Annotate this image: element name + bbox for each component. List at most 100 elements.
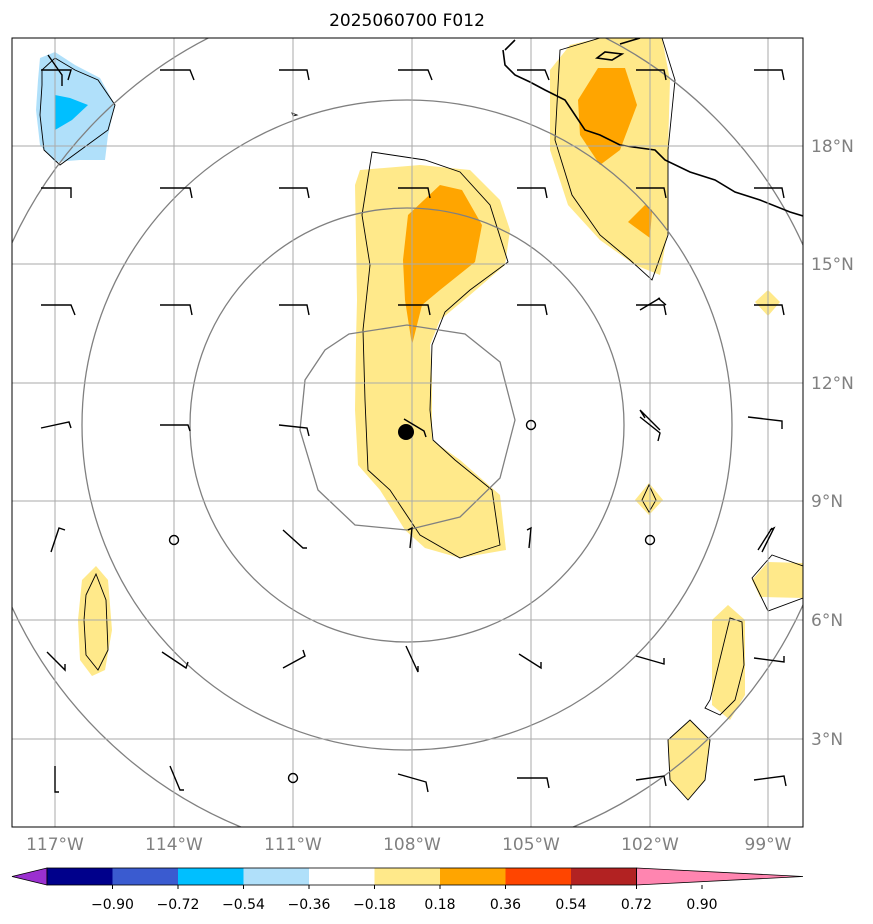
- wind-barb: [754, 187, 785, 199]
- longitude-labels: 117°W 114°W 111°W 108°W 105°W 102°W 99°W: [26, 835, 792, 855]
- colorbar-extend-max: [636, 867, 804, 886]
- contour-lines: [39, 38, 803, 801]
- wind-barb: [517, 187, 548, 199]
- wind-barb: [50, 527, 66, 553]
- colorbar: −0.90 −0.72 −0.54 −0.36 −0.18 0.18 0.36 0.54 0.7…: [11, 867, 804, 913]
- latitude-labels: 18°N 15°N 12°N 9°N 6°N 3°N: [811, 137, 854, 750]
- colorbar-outline: [46, 867, 637, 886]
- contour-fill-northeast-strong-small: [628, 205, 652, 238]
- calm-wind-circle: [525, 419, 537, 431]
- wind-barb: [160, 304, 193, 316]
- wind-barb: [636, 304, 667, 316]
- colorbar-cell: [440, 868, 506, 885]
- wind-barb: [636, 187, 667, 199]
- lon-label: 108°W: [383, 835, 441, 855]
- wind-barb: [41, 187, 72, 198]
- wind-barb: [160, 69, 195, 81]
- wind-barb: [517, 304, 548, 316]
- contour-fill-central-strong: [403, 185, 482, 345]
- colorbar-tick-label: −0.18: [353, 897, 396, 913]
- wind-barb: [41, 304, 76, 316]
- wind-barb: [403, 418, 427, 438]
- colorbar-tick-label: 0.54: [555, 897, 586, 913]
- lat-label: 9°N: [811, 492, 843, 512]
- contour-fill-southeast-light-2: [668, 720, 710, 800]
- lat-label: 3°N: [811, 730, 843, 750]
- lon-label: 111°W: [264, 835, 322, 855]
- colorbar-tick-label: 0.18: [424, 897, 455, 913]
- wind-barb: [282, 649, 306, 669]
- colorbar-tick-label: −0.90: [91, 897, 134, 913]
- wind-barb: [398, 69, 433, 81]
- colorbar-tick-label: 0.36: [490, 897, 521, 913]
- contour-fill-southeast-light-1: [712, 605, 745, 720]
- colorbar-extend-min: [11, 867, 48, 886]
- wind-barb: [639, 409, 661, 431]
- colorbar-cell: [309, 868, 375, 885]
- colorbar-cell: [374, 868, 441, 885]
- wind-barb: [517, 69, 550, 81]
- wind-barb: [160, 187, 193, 199]
- wind-barb: [279, 69, 310, 81]
- wind-barb: [754, 69, 785, 81]
- contour-fill-small-2: [635, 483, 663, 515]
- storm-center-marker: [398, 424, 414, 440]
- wind-barb: [407, 526, 413, 549]
- colorbar-cell: [243, 868, 310, 885]
- wind-barb: [636, 69, 667, 81]
- calm-wind-circle: [287, 772, 299, 784]
- wind-barb: [635, 655, 665, 665]
- wind-barb: [40, 421, 72, 429]
- contour-fill-east-light: [752, 562, 803, 598]
- lon-label: 102°W: [621, 835, 679, 855]
- wind-barb: [160, 424, 191, 432]
- contour-fill-northeast-strong: [578, 68, 637, 165]
- wind-barb: [397, 773, 429, 793]
- lon-label: 114°W: [145, 835, 203, 855]
- wind-barb: [47, 54, 63, 86]
- lon-label: 105°W: [502, 835, 560, 855]
- wind-barb: [526, 526, 532, 549]
- wind-barb: [398, 187, 431, 199]
- lon-label: 99°W: [745, 835, 792, 855]
- wind-barb: [46, 651, 66, 672]
- wind-barb: [279, 187, 310, 199]
- wind-barb: [747, 416, 783, 429]
- wind-barb: [54, 766, 59, 793]
- coastline: [502, 39, 803, 217]
- wind-barb: [279, 304, 310, 316]
- range-rings: [12, 38, 803, 827]
- calm-wind-circle: [168, 534, 180, 546]
- wind-barb: [161, 651, 189, 670]
- lat-label: 15°N: [811, 255, 854, 275]
- wind-barbs: [40, 54, 787, 793]
- colorbar-cell: [47, 868, 113, 885]
- wind-barb: [757, 527, 773, 551]
- lon-label: 117°W: [26, 835, 84, 855]
- colorbar-tick-label: 0.72: [621, 897, 652, 913]
- filled-contours: [36, 38, 803, 800]
- wind-barb: [753, 656, 785, 663]
- wind-barb: [278, 424, 310, 437]
- wind-barb: [639, 416, 661, 442]
- contour-fill-negative-strong: [55, 95, 88, 130]
- coastline-2: [594, 38, 641, 61]
- wind-barb: [282, 529, 307, 549]
- colorbar-cell: [178, 868, 244, 885]
- colorbar-tick-label: −0.72: [157, 897, 200, 913]
- wind-barb: [398, 304, 431, 316]
- calm-wind-circle: [644, 534, 656, 546]
- colorbar-cell: [112, 868, 179, 885]
- wind-barb: [754, 304, 785, 316]
- lat-label: 6°N: [811, 611, 843, 631]
- colorbar-tick-label: −0.36: [288, 897, 331, 913]
- lat-label: 18°N: [811, 137, 854, 157]
- colorbar-tick-label: 0.90: [686, 897, 717, 913]
- wind-barb: [635, 775, 667, 787]
- map-title: 2025060700 F012: [329, 11, 485, 31]
- map-frame: [11, 37, 804, 828]
- wind-barb: [405, 645, 419, 673]
- wind-barb: [639, 297, 667, 311]
- wind-barb: [41, 69, 72, 81]
